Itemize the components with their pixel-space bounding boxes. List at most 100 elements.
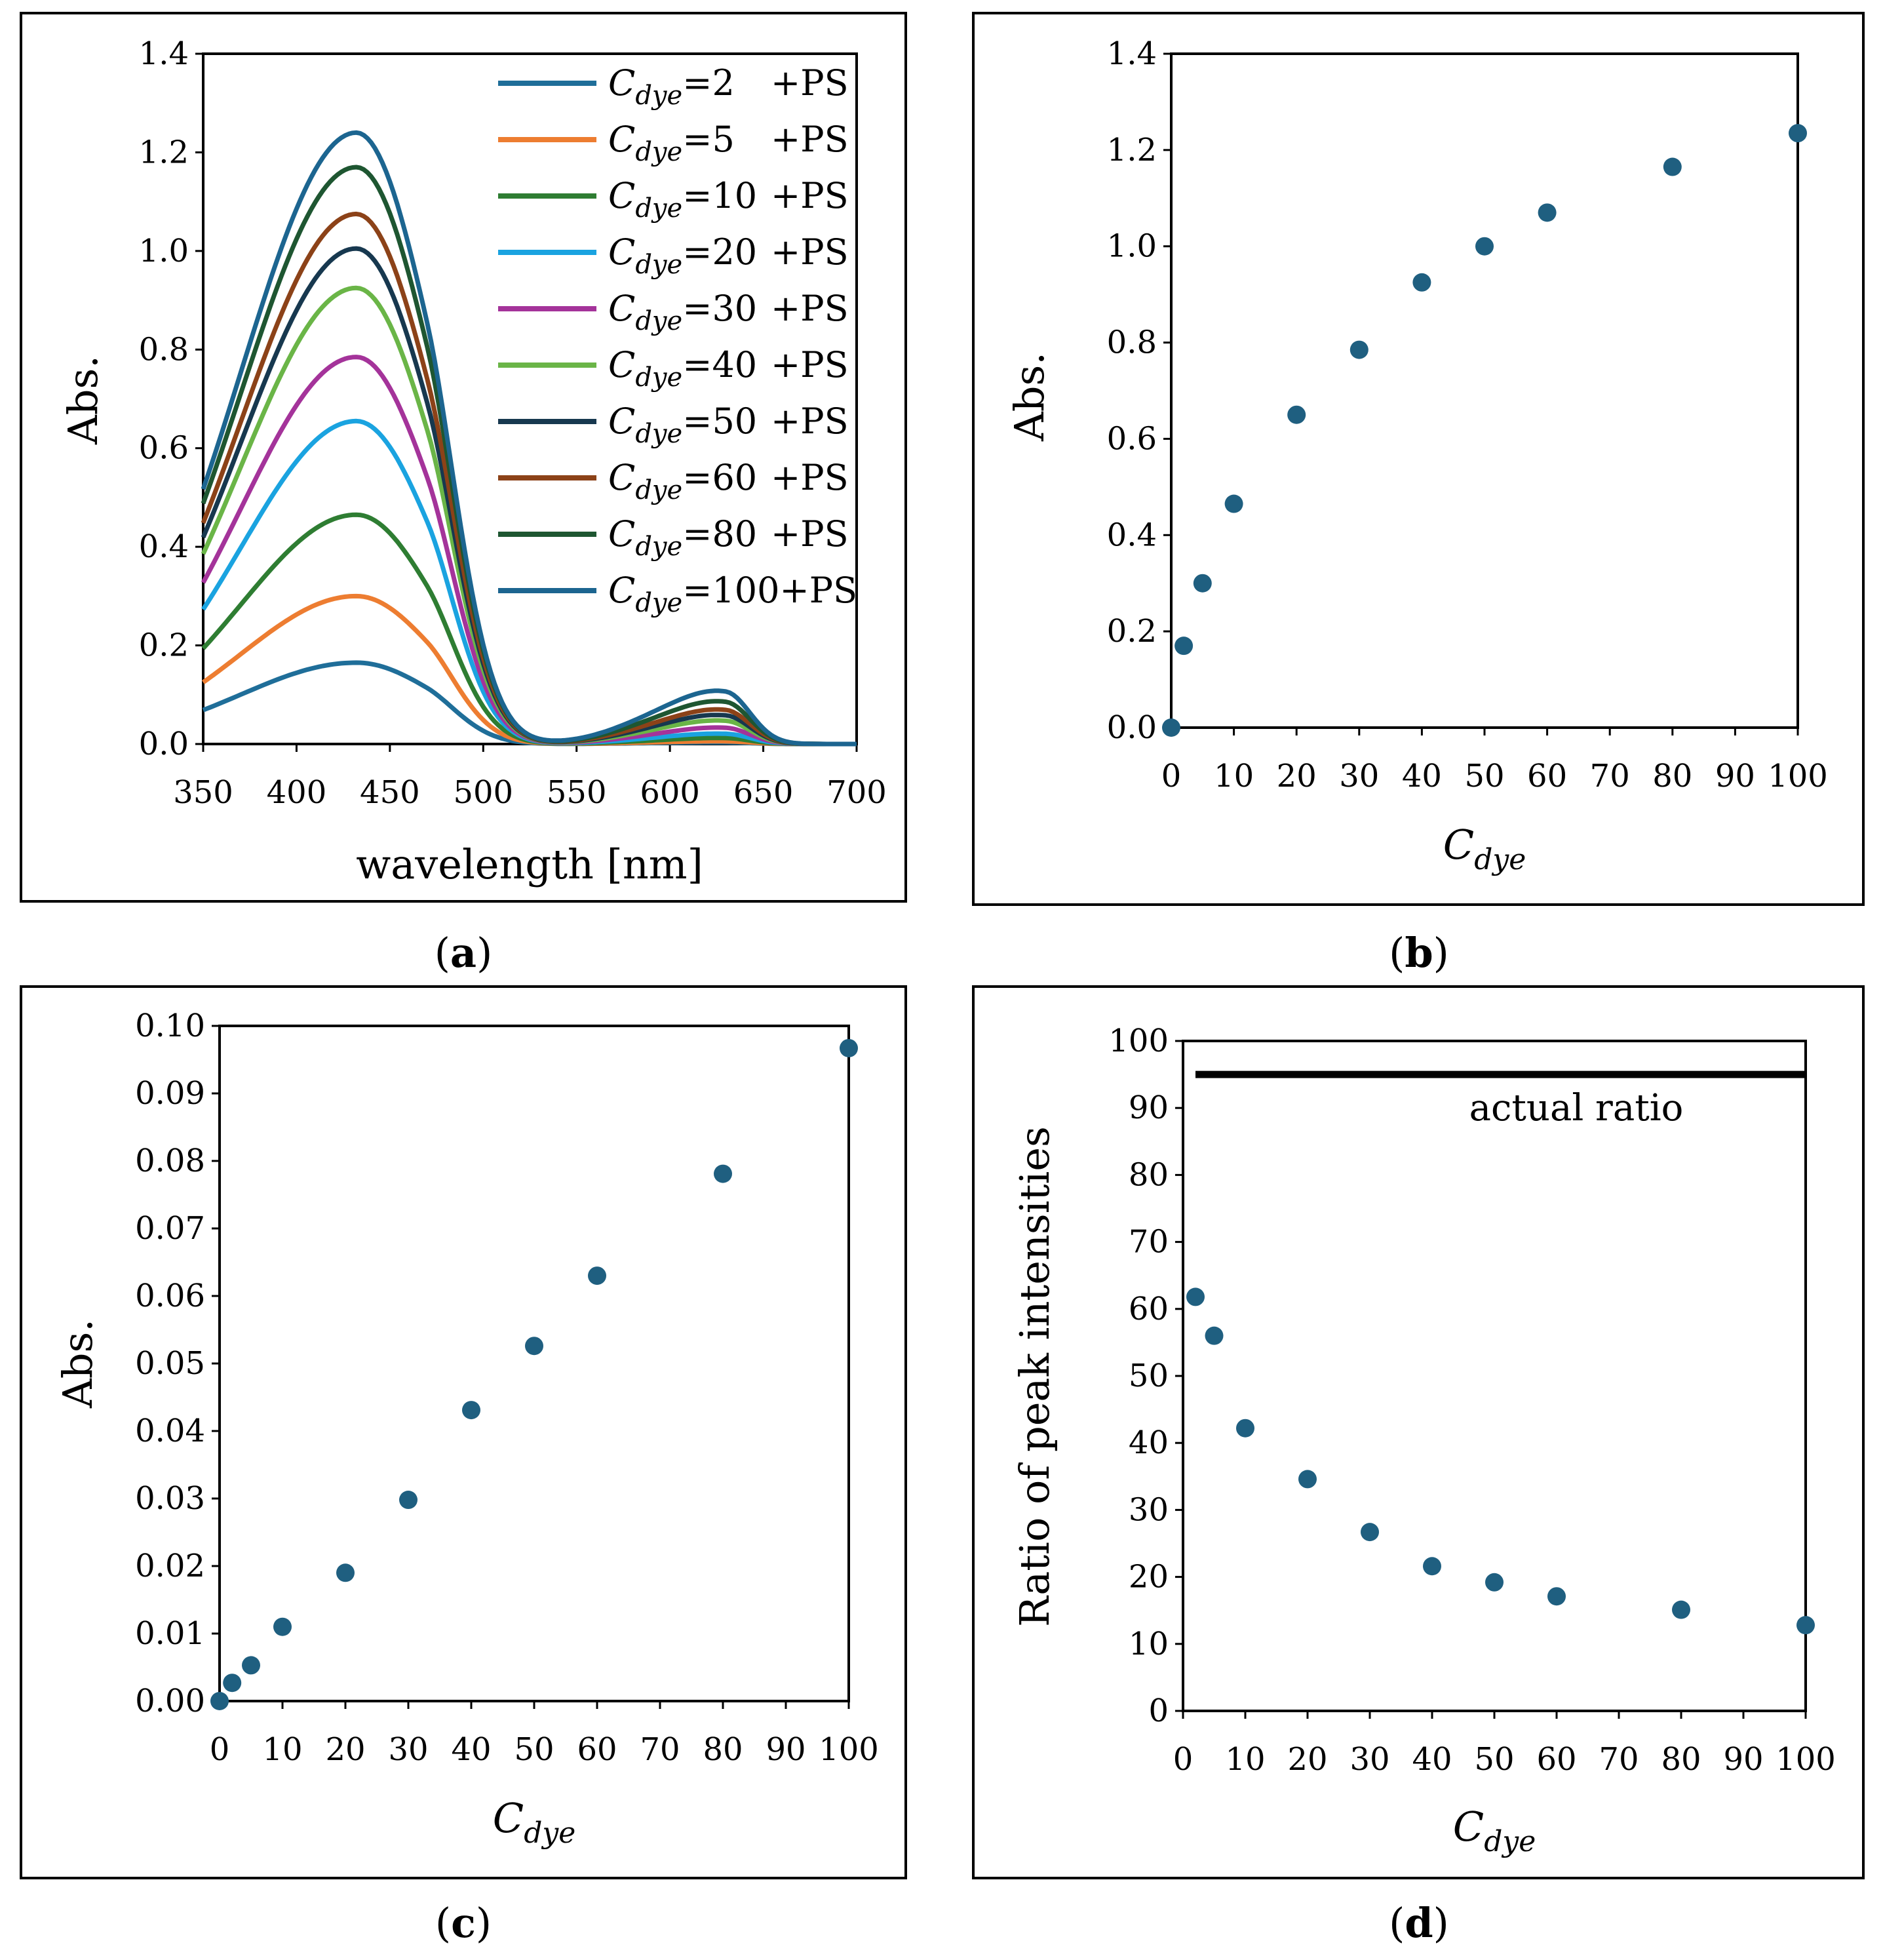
- data-point: [1485, 1573, 1504, 1592]
- data-point: [1205, 1326, 1224, 1345]
- legend-entry-5: Cdye=30: [608, 288, 757, 336]
- legend-entry-1: Cdye=2: [608, 62, 735, 111]
- x-tick-label: 20: [325, 1731, 365, 1768]
- data-point: [273, 1617, 292, 1636]
- y-tick-label: 0.2: [139, 627, 189, 664]
- panel-b: 0.0 0.2 0.4 0.6 0.8 1.0 1.2 1.4 0 10 20 30 40 50 60 70…: [972, 12, 1865, 906]
- data-point: [1193, 574, 1212, 593]
- y-tick-label: 0.01: [135, 1615, 205, 1652]
- data-point: [1538, 203, 1557, 222]
- x-tick-label: 0: [1161, 758, 1182, 794]
- y-tick-label: 50: [1129, 1358, 1169, 1394]
- panel-c-x-axis-title: Cdye: [493, 1794, 576, 1850]
- data-point: [840, 1038, 858, 1057]
- y-tick-label: 0.05: [135, 1345, 205, 1382]
- panel-c-y-axis-title: Abs.: [54, 1319, 102, 1409]
- x-tick-label: 100: [1768, 758, 1828, 794]
- x-tick-label: 600: [640, 774, 700, 811]
- panel-b-points: [1162, 124, 1807, 737]
- panel-c-points: [210, 1038, 858, 1710]
- y-tick-label: 10: [1129, 1626, 1169, 1662]
- x-tick-label: 60: [1536, 1741, 1576, 1778]
- y-tick-label: 0: [1148, 1693, 1169, 1729]
- panel-a-y-axis-title: Abs.: [59, 355, 107, 445]
- actual-ratio-label: actual ratio: [1469, 1087, 1684, 1129]
- y-tick-label: 1.0: [1107, 228, 1157, 265]
- panel-d-x-axis-title: Cdye: [1453, 1803, 1536, 1858]
- x-tick-label: 0: [210, 1731, 230, 1768]
- data-point: [1224, 494, 1243, 513]
- legend-entry-9: Cdye=80: [608, 513, 757, 562]
- y-tick-label: 0.2: [1107, 613, 1157, 650]
- panel-b-x-ticks: 0 10 20 30 40 50 60 70 80 90 100: [1161, 728, 1828, 794]
- data-point: [1423, 1557, 1441, 1576]
- y-tick-label: 0.0: [139, 726, 189, 762]
- panel-b-x-axis-title: Cdye: [1443, 821, 1526, 876]
- panel-d-reference: actual ratio: [1195, 1070, 1806, 1129]
- y-tick-label: 0.0: [1107, 709, 1157, 746]
- x-tick-label: 10: [262, 1731, 302, 1768]
- data-point: [223, 1674, 242, 1693]
- x-tick-label: 550: [547, 774, 607, 811]
- x-tick-label: 50: [1474, 1741, 1514, 1778]
- y-tick-label: 0.08: [135, 1143, 205, 1179]
- x-tick-label: 70: [1599, 1741, 1639, 1778]
- data-point: [1796, 1616, 1815, 1635]
- y-tick-label: 0.4: [1107, 517, 1157, 553]
- panel-a-legend: Cdye=2 +PS Cdye=5 +PS Cdye=10 +PS Cdye=20 +PS Cd…: [498, 62, 857, 618]
- legend-entry-7: Cdye=50: [608, 401, 757, 449]
- legend-entry-2: Cdye=5: [608, 119, 735, 167]
- series-line-10: [201, 130, 857, 747]
- data-point: [1162, 718, 1180, 737]
- y-tick-label: 0.07: [135, 1210, 205, 1247]
- x-tick-label: 400: [267, 774, 327, 811]
- y-tick-label: 0.03: [135, 1480, 205, 1517]
- data-point: [336, 1563, 355, 1582]
- legend-entry-3: Cdye=10: [608, 175, 757, 224]
- x-tick-label: 30: [1349, 1741, 1389, 1778]
- legend-entry-ps-8: +PS: [771, 457, 849, 498]
- x-tick-label: 80: [1652, 758, 1692, 794]
- y-tick-label: 100: [1108, 1023, 1169, 1059]
- panel-d: 0 10 20 30 40 50 60 70 80 90 100 0 10 20 30 40 50 60 70 80…: [972, 985, 1865, 1879]
- panel-a-x-ticks: 350 400 450 500 550 600 650 700: [173, 744, 887, 811]
- y-tick-label: 0.10: [135, 1008, 205, 1044]
- legend-entry-ps-7: +PS: [771, 401, 849, 442]
- x-tick-label: 40: [1402, 758, 1442, 794]
- x-tick-label: 500: [453, 774, 513, 811]
- panel-a: 0.0 0.2 0.4 0.6 0.8 1.0 1.2 1.4 350 400 450 500 550…: [20, 12, 907, 903]
- x-tick-label: 30: [1339, 758, 1379, 794]
- x-tick-label: 650: [733, 774, 794, 811]
- caption-d: (d): [1389, 1899, 1449, 1947]
- panel-d-x-ticks: 0 10 20 30 40 50 60 70 80 90 100: [1173, 1711, 1836, 1778]
- legend-entry-ps-9: +PS: [771, 513, 849, 555]
- x-tick-label: 100: [819, 1731, 879, 1768]
- data-point: [242, 1656, 260, 1675]
- panel-d-y-ticks: 0 10 20 30 40 50 60 70 80 90 100: [1108, 1023, 1183, 1729]
- y-tick-label: 80: [1129, 1156, 1169, 1193]
- x-tick-label: 450: [360, 774, 420, 811]
- y-tick-label: 0.04: [135, 1413, 205, 1449]
- y-tick-label: 30: [1129, 1491, 1169, 1528]
- y-tick-label: 1.2: [139, 134, 189, 170]
- x-tick-label: 40: [1412, 1741, 1452, 1778]
- legend-entry-8: Cdye=60: [608, 457, 757, 505]
- y-tick-label: 0.4: [139, 528, 189, 565]
- x-tick-label: 10: [1225, 1741, 1265, 1778]
- y-tick-label: 20: [1129, 1559, 1169, 1596]
- data-point: [1236, 1419, 1254, 1438]
- x-tick-label: 70: [640, 1731, 680, 1768]
- panel-a-y-ticks: 0.0 0.2 0.4 0.6 0.8 1.0 1.2 1.4: [139, 35, 203, 762]
- x-tick-label: 80: [1661, 1741, 1701, 1778]
- y-tick-label: 0.6: [139, 430, 189, 467]
- y-tick-label: 1.0: [139, 233, 189, 269]
- panel-c: 0.00 0.01 0.02 0.03 0.04 0.05 0.06 0.07 0.08 0.09…: [20, 985, 907, 1879]
- data-point: [1672, 1600, 1690, 1619]
- panel-c-frame: [20, 985, 907, 1879]
- legend-entry-4: Cdye=20: [608, 231, 757, 280]
- legend-entry-ps-6: +PS: [771, 344, 849, 385]
- data-point: [1298, 1470, 1317, 1489]
- data-point: [1186, 1287, 1205, 1306]
- legend-entry-ps-4: +PS: [771, 231, 849, 273]
